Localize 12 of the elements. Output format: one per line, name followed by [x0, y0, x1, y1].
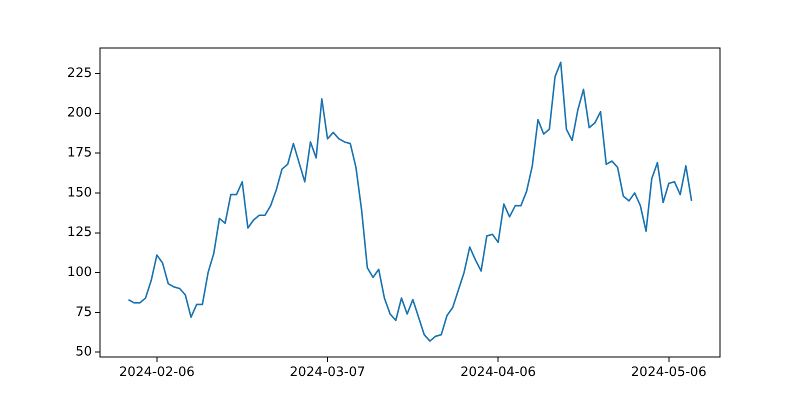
x-tick-label: 2024-03-07 — [290, 365, 366, 380]
y-tick-label: 125 — [67, 225, 92, 240]
x-tick-label: 2024-05-06 — [631, 365, 707, 380]
y-tick-label: 150 — [67, 185, 92, 200]
y-tick-label: 200 — [67, 106, 92, 121]
y-tick-label: 225 — [67, 66, 92, 81]
y-tick-label: 50 — [75, 344, 92, 360]
x-tick-label: 2024-04-06 — [460, 365, 536, 380]
y-tick-label: 75 — [75, 304, 92, 320]
y-tick-label: 175 — [67, 146, 92, 160]
y-tick-label: 100 — [67, 264, 92, 280]
x-tick-label: 2024-02-06 — [119, 365, 195, 380]
